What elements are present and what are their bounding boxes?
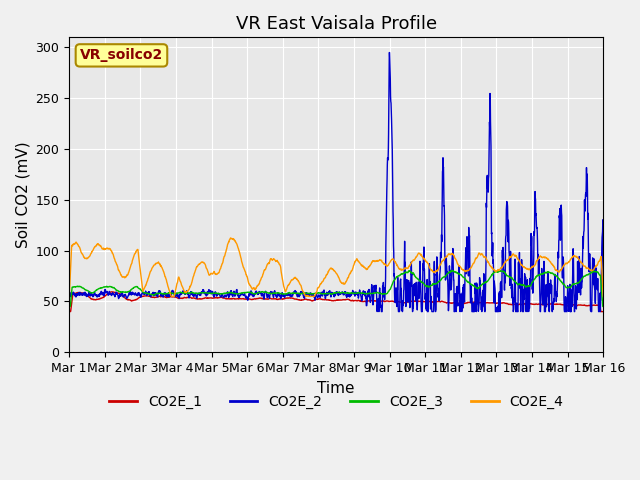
CO2E_2 — [363, 300, 371, 306]
CO2E_1 — [567, 302, 575, 308]
X-axis label: Time: Time — [317, 381, 355, 396]
CO2E_4 — [364, 266, 371, 272]
CO2E_2 — [351, 289, 359, 295]
Line: CO2E_3: CO2E_3 — [69, 270, 604, 307]
CO2E_3 — [447, 267, 455, 273]
Line: CO2E_1: CO2E_1 — [69, 292, 604, 312]
CO2E_4 — [227, 235, 234, 241]
CO2E_4 — [567, 256, 575, 262]
CO2E_2 — [600, 275, 607, 280]
CO2E_4 — [492, 269, 499, 275]
CO2E_1 — [65, 309, 73, 314]
Line: CO2E_2: CO2E_2 — [69, 53, 604, 312]
CO2E_3 — [363, 291, 371, 297]
CO2E_4 — [352, 258, 360, 264]
CO2E_1 — [600, 309, 607, 314]
CO2E_1 — [352, 298, 360, 303]
Title: VR East Vaisala Profile: VR East Vaisala Profile — [236, 15, 436, 33]
CO2E_3 — [492, 269, 499, 275]
Legend: CO2E_1, CO2E_2, CO2E_3, CO2E_4: CO2E_1, CO2E_2, CO2E_3, CO2E_4 — [104, 389, 569, 415]
CO2E_1 — [214, 295, 222, 300]
CO2E_3 — [567, 284, 575, 289]
CO2E_3 — [552, 273, 560, 279]
CO2E_1 — [492, 300, 499, 306]
CO2E_4 — [600, 293, 607, 299]
CO2E_2 — [492, 309, 499, 314]
CO2E_2 — [552, 299, 560, 304]
CO2E_2 — [65, 309, 73, 314]
Y-axis label: Soil CO2 (mV): Soil CO2 (mV) — [15, 142, 30, 248]
CO2E_1 — [364, 298, 371, 304]
CO2E_4 — [65, 293, 73, 299]
CO2E_2 — [567, 309, 575, 314]
CO2E_4 — [552, 267, 560, 273]
CO2E_3 — [65, 304, 73, 310]
CO2E_1 — [552, 301, 560, 307]
CO2E_3 — [214, 290, 222, 296]
CO2E_3 — [351, 290, 359, 296]
CO2E_3 — [600, 304, 607, 310]
CO2E_1 — [108, 289, 115, 295]
Text: VR_soilco2: VR_soilco2 — [80, 48, 163, 62]
CO2E_4 — [214, 270, 222, 276]
CO2E_2 — [385, 50, 393, 56]
Line: CO2E_4: CO2E_4 — [69, 238, 604, 296]
CO2E_2 — [214, 291, 222, 297]
